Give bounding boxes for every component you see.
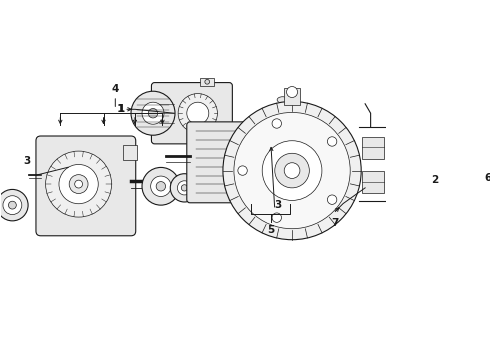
Ellipse shape bbox=[277, 97, 288, 103]
Text: 5: 5 bbox=[267, 225, 274, 235]
Circle shape bbox=[131, 91, 175, 135]
Circle shape bbox=[3, 196, 22, 215]
Circle shape bbox=[142, 167, 180, 205]
Circle shape bbox=[327, 137, 337, 146]
Bar bbox=[362, 171, 384, 193]
Circle shape bbox=[150, 176, 171, 197]
Circle shape bbox=[272, 119, 281, 128]
Circle shape bbox=[181, 185, 188, 191]
Circle shape bbox=[429, 152, 454, 177]
Bar bbox=[276, 106, 289, 116]
Circle shape bbox=[279, 108, 286, 114]
Text: 7: 7 bbox=[332, 218, 339, 228]
Text: 3: 3 bbox=[23, 156, 30, 166]
FancyBboxPatch shape bbox=[406, 111, 477, 218]
Circle shape bbox=[59, 165, 98, 204]
Circle shape bbox=[69, 175, 88, 194]
Circle shape bbox=[46, 151, 112, 217]
Text: 4: 4 bbox=[112, 84, 119, 94]
Circle shape bbox=[416, 139, 466, 189]
Text: 6: 6 bbox=[485, 174, 490, 184]
Circle shape bbox=[74, 180, 82, 188]
Bar bbox=[200, 78, 214, 86]
Circle shape bbox=[205, 80, 210, 84]
Text: 1: 1 bbox=[117, 104, 125, 114]
Circle shape bbox=[177, 181, 192, 195]
Text: 1: 1 bbox=[118, 104, 125, 114]
Circle shape bbox=[0, 189, 28, 221]
Circle shape bbox=[223, 102, 361, 240]
Circle shape bbox=[142, 102, 164, 124]
Circle shape bbox=[253, 144, 288, 178]
Circle shape bbox=[187, 102, 209, 124]
Circle shape bbox=[171, 174, 198, 202]
Circle shape bbox=[8, 201, 16, 209]
Circle shape bbox=[261, 150, 281, 171]
Circle shape bbox=[266, 155, 276, 166]
Bar bbox=[362, 137, 384, 159]
Circle shape bbox=[272, 213, 281, 222]
Text: 2: 2 bbox=[431, 175, 439, 185]
Circle shape bbox=[287, 86, 297, 98]
FancyBboxPatch shape bbox=[187, 122, 252, 203]
Circle shape bbox=[275, 153, 309, 188]
Circle shape bbox=[234, 112, 350, 229]
Circle shape bbox=[327, 195, 337, 204]
Circle shape bbox=[178, 94, 218, 133]
Circle shape bbox=[156, 181, 166, 191]
Bar bbox=[123, 145, 137, 160]
FancyBboxPatch shape bbox=[151, 82, 232, 144]
Circle shape bbox=[238, 166, 247, 175]
Circle shape bbox=[262, 141, 322, 201]
Text: 3: 3 bbox=[275, 200, 282, 210]
FancyBboxPatch shape bbox=[36, 136, 136, 236]
Bar bbox=[284, 88, 300, 105]
Circle shape bbox=[284, 163, 300, 179]
Circle shape bbox=[148, 108, 158, 118]
